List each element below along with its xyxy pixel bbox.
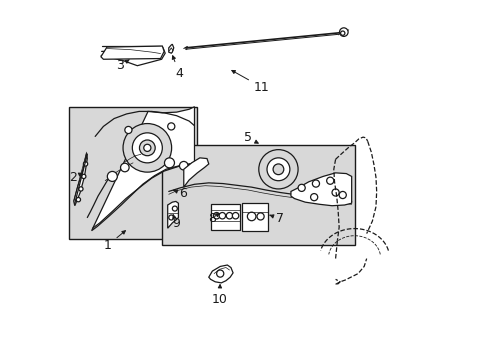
- Text: 2: 2: [69, 171, 82, 184]
- Circle shape: [219, 212, 225, 219]
- Circle shape: [168, 215, 173, 220]
- Text: 9: 9: [172, 214, 180, 230]
- Polygon shape: [168, 44, 173, 53]
- Circle shape: [340, 31, 344, 35]
- Circle shape: [124, 126, 132, 134]
- Circle shape: [339, 192, 346, 199]
- Circle shape: [310, 194, 317, 201]
- Circle shape: [257, 213, 264, 220]
- Circle shape: [123, 123, 171, 172]
- Circle shape: [213, 212, 220, 219]
- Text: 5: 5: [244, 131, 258, 144]
- Text: 6: 6: [173, 187, 186, 200]
- Polygon shape: [290, 173, 351, 206]
- Circle shape: [143, 144, 151, 152]
- Circle shape: [139, 140, 155, 156]
- Circle shape: [232, 212, 238, 219]
- Circle shape: [339, 28, 347, 36]
- Text: 7: 7: [269, 212, 283, 225]
- Polygon shape: [210, 204, 240, 230]
- Circle shape: [172, 206, 177, 211]
- Circle shape: [272, 164, 283, 175]
- Circle shape: [81, 174, 86, 179]
- Circle shape: [331, 189, 339, 196]
- Polygon shape: [167, 202, 178, 228]
- Polygon shape: [208, 265, 233, 283]
- Circle shape: [247, 212, 255, 221]
- Circle shape: [121, 163, 129, 172]
- Polygon shape: [241, 203, 267, 231]
- Polygon shape: [101, 46, 164, 59]
- Circle shape: [164, 158, 174, 168]
- Circle shape: [216, 270, 224, 277]
- Circle shape: [83, 162, 87, 166]
- Circle shape: [226, 212, 232, 219]
- Circle shape: [179, 161, 188, 170]
- Text: 11: 11: [231, 71, 269, 94]
- Circle shape: [326, 177, 333, 184]
- Text: 8: 8: [207, 212, 219, 225]
- Circle shape: [258, 150, 298, 189]
- Text: 4: 4: [172, 56, 183, 80]
- Text: 10: 10: [211, 285, 227, 306]
- Circle shape: [79, 187, 83, 191]
- Circle shape: [312, 180, 319, 187]
- Circle shape: [76, 198, 81, 202]
- Text: 3: 3: [116, 59, 129, 72]
- Circle shape: [298, 184, 305, 192]
- Circle shape: [167, 123, 175, 130]
- Text: 1: 1: [104, 231, 125, 252]
- Polygon shape: [91, 107, 194, 231]
- Polygon shape: [101, 48, 165, 66]
- Bar: [162, 145, 354, 245]
- Circle shape: [107, 171, 117, 181]
- Bar: [69, 107, 197, 239]
- Circle shape: [266, 158, 289, 181]
- Circle shape: [132, 133, 162, 163]
- Polygon shape: [183, 158, 208, 187]
- Polygon shape: [74, 153, 87, 206]
